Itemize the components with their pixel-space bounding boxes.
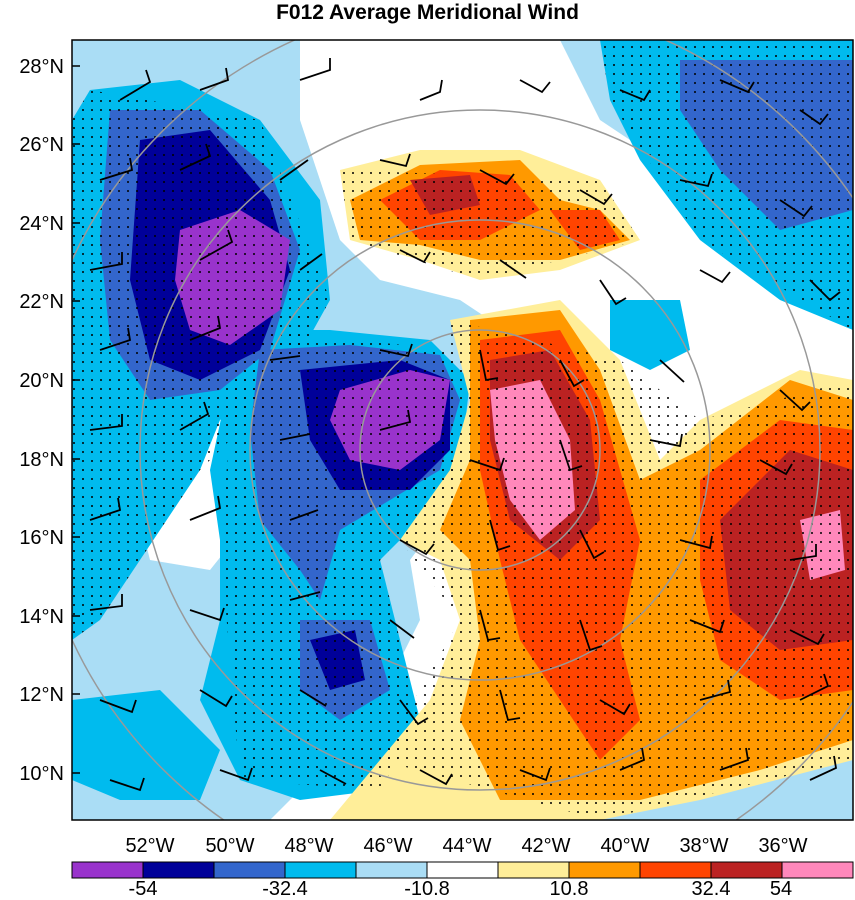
colorbar-label: -10.8	[404, 878, 450, 900]
colorbar-label: 54	[770, 878, 792, 900]
lat-label: 10°N	[19, 763, 64, 785]
colorbar-label: 10.8	[550, 878, 589, 900]
lon-label: 42°W	[521, 835, 570, 857]
plot-frame	[71, 39, 854, 821]
lon-label: 40°W	[600, 835, 649, 857]
colorbar-swatch	[639, 861, 712, 879]
lat-label: 22°N	[19, 291, 64, 313]
wind-field	[72, 40, 853, 820]
lat-label: 20°N	[19, 370, 64, 392]
colorbar-label: -32.4	[262, 878, 308, 900]
longitude-labels: 52°W 50°W 48°W 46°W 44°W 42°W 40°W 38°W …	[125, 835, 807, 857]
colorbar-swatch	[781, 861, 854, 879]
latitude-labels: 28°N 26°N 24°N 22°N 20°N 18°N 16°N 14°N …	[19, 56, 64, 785]
colorbar-swatch	[284, 861, 357, 879]
lat-label: 28°N	[19, 56, 64, 78]
colorbar-swatch	[142, 861, 215, 879]
lat-label: 18°N	[19, 449, 64, 471]
lon-label: 36°W	[758, 835, 807, 857]
colorbar-swatch	[213, 861, 286, 879]
colorbar-labels: -54 -32.4 -10.8 10.8 32.4 54	[129, 878, 793, 900]
lat-label: 26°N	[19, 134, 64, 156]
lat-label: 24°N	[19, 213, 64, 235]
latitude-ticks	[72, 65, 80, 774]
colorbar-swatch	[426, 861, 499, 879]
colorbar-swatch	[710, 861, 783, 879]
lat-label: 14°N	[19, 606, 64, 628]
colorbar	[71, 861, 854, 879]
lat-label: 12°N	[19, 684, 64, 706]
wind-barbs	[89, 58, 841, 792]
colorbar-swatch	[497, 861, 570, 879]
lon-label: 52°W	[125, 835, 174, 857]
lon-label: 44°W	[442, 835, 491, 857]
colorbar-label: 32.4	[692, 878, 731, 900]
range-rings	[72, 40, 853, 820]
map-title: F012 Average Meridional Wind	[276, 1, 579, 24]
colorbar-swatch	[71, 861, 144, 879]
lon-label: 38°W	[679, 835, 728, 857]
lon-label: 48°W	[284, 835, 333, 857]
colorbar-label: -54	[129, 878, 158, 900]
lon-label: 50°W	[205, 835, 254, 857]
lon-label: 46°W	[363, 835, 412, 857]
colorbar-swatch	[568, 861, 641, 879]
colorbar-swatch	[355, 861, 428, 879]
lat-label: 16°N	[19, 527, 64, 549]
